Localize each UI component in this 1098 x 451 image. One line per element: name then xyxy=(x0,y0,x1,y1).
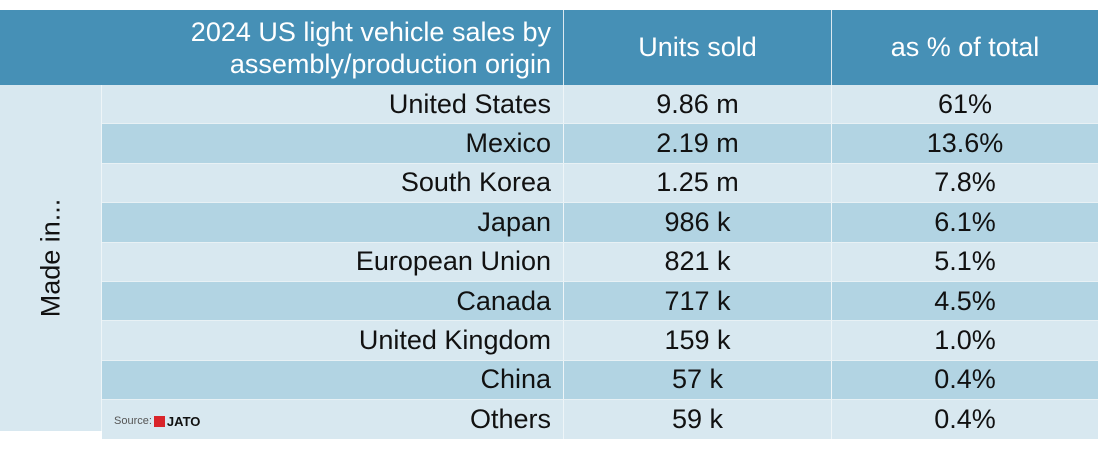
units-cell: 1.25 m xyxy=(564,163,832,203)
table-row: South Korea 1.25 m 7.8% xyxy=(102,162,1098,203)
table-row: Others 59 k 0.4% xyxy=(102,399,1098,439)
units-cell: 59 k xyxy=(564,400,832,439)
pct-cell: 4.5% xyxy=(934,285,996,316)
side-label-cell: Made in... xyxy=(0,85,102,431)
table-header: 2024 US light vehicle sales by assembly/p… xyxy=(0,10,1098,85)
units-cell: 57 k xyxy=(564,360,832,400)
origin-cell: United Kingdom xyxy=(102,321,564,360)
pct-cell: 61% xyxy=(937,88,993,119)
units-cell: 159 k xyxy=(564,321,832,360)
origin-cell: Canada xyxy=(102,281,564,321)
header-units: Units sold xyxy=(564,10,832,85)
units-cell: 9.86 m xyxy=(564,85,832,124)
origin-cell: Others xyxy=(102,400,564,439)
jato-logo-text: JATO xyxy=(166,413,201,429)
table-row: United Kingdom 159 k 1.0% xyxy=(102,320,1098,360)
units-cell: 717 k xyxy=(564,281,832,321)
units-cell: 821 k xyxy=(564,242,832,281)
origin-cell: Japan xyxy=(102,203,564,242)
origin-cell: South Korea xyxy=(102,163,564,203)
sales-table: 2024 US light vehicle sales by assembly/p… xyxy=(0,10,1098,439)
pct-cell: 6.1% xyxy=(934,206,996,237)
pct-cell: 0.4% xyxy=(934,403,996,434)
jato-logo: JATO xyxy=(153,413,201,429)
units-cell: 2.19 m xyxy=(564,124,832,163)
pct-cell: 0.4% xyxy=(934,364,996,395)
header-pct: as % of total xyxy=(890,32,1040,62)
side-label: Made in... xyxy=(35,198,66,318)
header-title-line2: assembly/production origin xyxy=(229,48,551,79)
origin-cell: China xyxy=(102,360,564,400)
pct-cell: 7.8% xyxy=(934,167,996,198)
table-row: United States 9.86 m 61% xyxy=(102,85,1098,124)
table-row: European Union 821 k 5.1% xyxy=(102,241,1098,281)
source-label: Source: xyxy=(114,415,152,428)
table-body: United States 9.86 m 61% Mexico 2.19 m 13.6% S… xyxy=(102,85,1098,439)
origin-cell: Mexico xyxy=(102,124,564,163)
header-title-line1: 2024 US light vehicle sales by xyxy=(190,16,551,47)
pct-cell: 1.0% xyxy=(934,325,996,356)
table-row: China 57 k 0.4% xyxy=(102,359,1098,400)
source-note: Source: JATO xyxy=(114,414,200,429)
table-row: Mexico 2.19 m 13.6% xyxy=(102,123,1098,163)
pct-cell: 5.1% xyxy=(934,246,996,277)
units-cell: 986 k xyxy=(564,203,832,242)
jato-logo-icon xyxy=(153,415,165,427)
pct-cell: 13.6% xyxy=(926,128,1004,159)
table-row: Canada 717 k 4.5% xyxy=(102,280,1098,321)
origin-cell: European Union xyxy=(102,242,564,281)
header-title: 2024 US light vehicle sales by assembly/p… xyxy=(0,10,564,85)
origin-cell: United States xyxy=(102,85,564,124)
table-row: Japan 986 k 6.1% xyxy=(102,202,1098,242)
